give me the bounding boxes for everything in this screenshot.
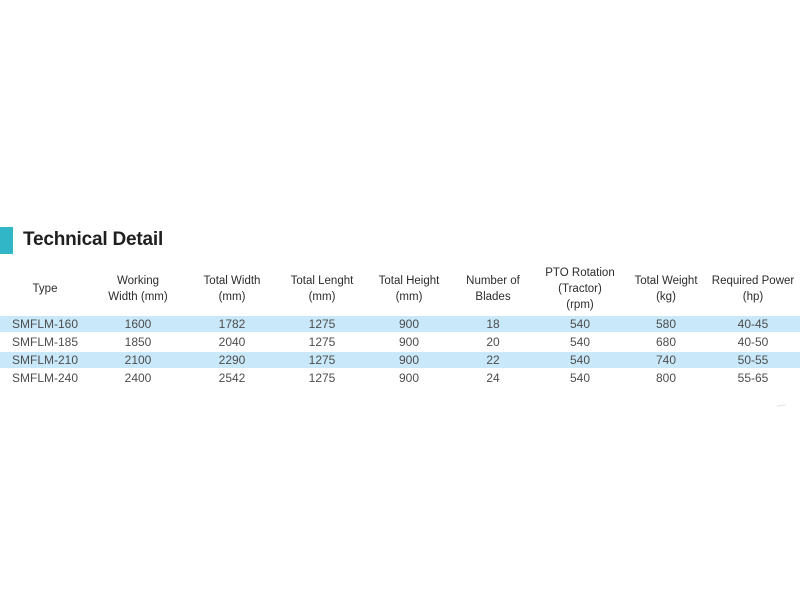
column-header-total-length: Total Lenght (mm) (290, 274, 354, 303)
table-cell: 55-65 (737, 371, 769, 385)
table-cell: 18 (452, 316, 534, 332)
table-cell: SMFLM-160 (0, 316, 90, 332)
page-title: Technical Detail (23, 229, 164, 250)
table-row: SMFLM-160 1600 1782 1275 900 18 540 580 … (0, 316, 800, 332)
table-row: SMFLM-240 2400 2542 1275 900 24 540 800 … (0, 370, 800, 386)
column-header-working-width: Working Width (mm) (108, 274, 168, 303)
column-header-total-height: Total Height (mm) (378, 274, 440, 303)
column-header-type: Type (32, 282, 58, 295)
table-cell: SMFLM-185 (11, 335, 79, 349)
table-cell: 1850 (124, 335, 152, 349)
table-header-row: Type Working Width (mm) Total Width (mm)… (0, 264, 800, 314)
table-cell: 1782 (186, 316, 278, 332)
column-header-total-weight: Total Weight (kg) (634, 274, 698, 303)
table-cell: 50-55 (706, 352, 800, 368)
faint-artifact-mark (776, 404, 787, 409)
table-cell: 1600 (90, 316, 186, 332)
technical-detail-table: Type Working Width (mm) Total Width (mm)… (0, 262, 800, 388)
accent-square-icon (0, 226, 13, 254)
table-cell: 40-45 (706, 316, 800, 332)
table-cell: 1275 (308, 371, 336, 385)
table-cell: 24 (486, 371, 500, 385)
table-cell: 20 (486, 335, 500, 349)
table-cell: 22 (452, 352, 534, 368)
table-cell: SMFLM-240 (11, 371, 79, 385)
column-header-required-power: Required Power (hp) (711, 274, 795, 303)
table-cell: 1275 (278, 352, 366, 368)
column-header-pto-rotation: PTO Rotation (Tractor) (rpm) (545, 266, 615, 312)
table-cell: 740 (626, 352, 706, 368)
table-cell: 540 (534, 316, 626, 332)
table-cell: 800 (655, 371, 677, 385)
table-cell: 2040 (218, 335, 246, 349)
table-cell: 540 (534, 352, 626, 368)
table-row: SMFLM-185 1850 2040 1275 900 20 540 680 … (0, 334, 800, 350)
table-cell: 1275 (308, 335, 336, 349)
table-cell: 900 (366, 316, 452, 332)
column-header-number-of-blades: Number of Blades (466, 274, 520, 303)
table-cell: SMFLM-210 (0, 352, 90, 368)
table-cell: 900 (366, 352, 452, 368)
table-cell: 40-50 (737, 335, 769, 349)
table-cell: 900 (398, 371, 420, 385)
table-cell: 2290 (186, 352, 278, 368)
table-cell: 680 (655, 335, 677, 349)
table-cell: 540 (569, 371, 591, 385)
section-heading: Technical Detail (0, 226, 163, 254)
table-cell: 2400 (124, 371, 152, 385)
table-cell: 900 (398, 335, 420, 349)
table-cell: 580 (626, 316, 706, 332)
column-header-total-width: Total Width (mm) (203, 274, 261, 303)
table-cell: 540 (569, 335, 591, 349)
table-cell: 1275 (278, 316, 366, 332)
table-cell: 2100 (90, 352, 186, 368)
table-cell: 2542 (218, 371, 246, 385)
table-row: SMFLM-210 2100 2290 1275 900 22 540 740 … (0, 352, 800, 368)
